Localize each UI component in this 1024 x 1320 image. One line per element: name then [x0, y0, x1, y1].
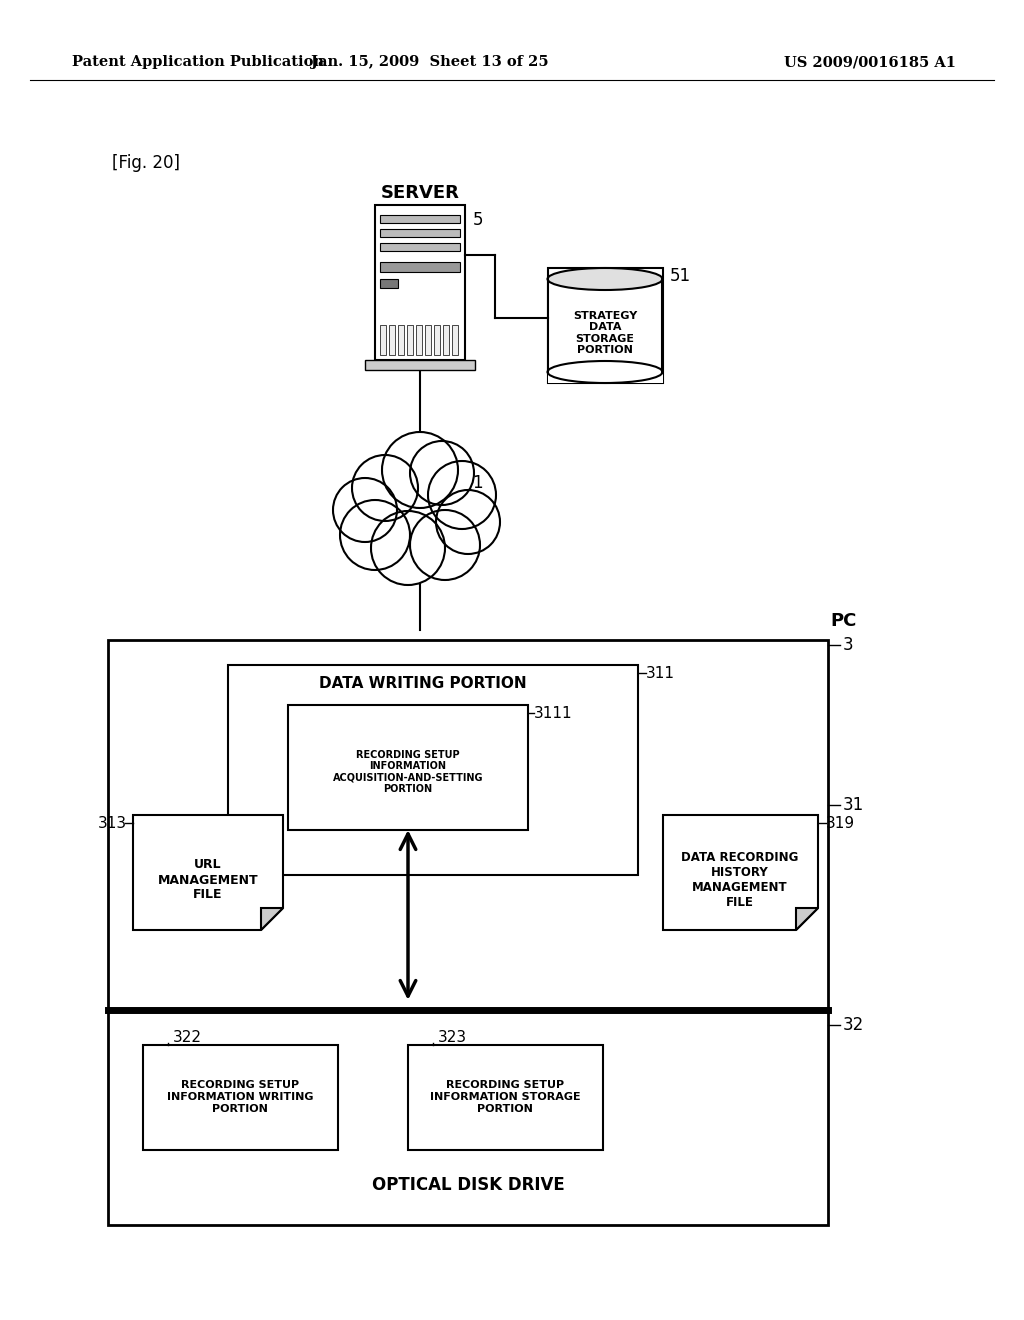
Text: [Fig. 20]: [Fig. 20] — [112, 154, 180, 172]
Polygon shape — [261, 908, 283, 931]
Text: 319: 319 — [826, 816, 855, 830]
Text: 322: 322 — [173, 1030, 202, 1044]
Circle shape — [340, 500, 410, 570]
Circle shape — [410, 510, 480, 579]
Text: RECORDING SETUP
INFORMATION
ACQUISITION-AND-SETTING
PORTION: RECORDING SETUP INFORMATION ACQUISITION-… — [333, 750, 483, 795]
Text: US 2009/0016185 A1: US 2009/0016185 A1 — [784, 55, 956, 69]
Text: SERVER: SERVER — [381, 183, 460, 202]
Circle shape — [333, 478, 397, 543]
Bar — [452, 325, 458, 355]
Bar — [380, 243, 460, 251]
Bar — [389, 325, 395, 355]
Text: 5: 5 — [473, 211, 483, 228]
Circle shape — [428, 461, 496, 529]
Text: 323: 323 — [438, 1030, 467, 1044]
Polygon shape — [663, 814, 818, 931]
Text: RECORDING SETUP
INFORMATION STORAGE
PORTION: RECORDING SETUP INFORMATION STORAGE PORT… — [430, 1080, 581, 1114]
Bar — [375, 205, 465, 360]
Text: STRATEGY
DATA
STORAGE
PORTION: STRATEGY DATA STORAGE PORTION — [572, 310, 637, 355]
Bar — [398, 325, 404, 355]
Circle shape — [371, 511, 445, 585]
Circle shape — [436, 490, 500, 554]
Text: 31: 31 — [843, 796, 864, 814]
Bar — [108, 640, 828, 1225]
Bar — [416, 325, 422, 355]
Bar — [143, 1045, 338, 1150]
Bar — [380, 228, 460, 238]
Bar — [380, 325, 386, 355]
Bar — [408, 1045, 603, 1150]
Text: DATA RECORDING
HISTORY
MANAGEMENT
FILE: DATA RECORDING HISTORY MANAGEMENT FILE — [681, 851, 799, 909]
Text: 311: 311 — [646, 665, 675, 681]
Bar — [380, 279, 398, 288]
Text: 3: 3 — [843, 636, 854, 653]
Text: 32: 32 — [843, 1016, 864, 1034]
Bar — [548, 268, 663, 383]
Text: PC: PC — [830, 612, 856, 630]
Ellipse shape — [548, 360, 663, 383]
Polygon shape — [796, 908, 818, 931]
Text: Patent Application Publication: Patent Application Publication — [72, 55, 324, 69]
Text: DATA WRITING PORTION: DATA WRITING PORTION — [319, 676, 526, 690]
Bar — [434, 325, 440, 355]
Ellipse shape — [548, 268, 663, 290]
Polygon shape — [133, 814, 283, 931]
Bar — [443, 325, 449, 355]
Bar — [228, 665, 638, 875]
Circle shape — [352, 455, 418, 521]
Text: 51: 51 — [670, 267, 691, 285]
Text: 1: 1 — [472, 474, 482, 492]
Text: OPTICAL DISK DRIVE: OPTICAL DISK DRIVE — [372, 1176, 564, 1195]
Text: 3111: 3111 — [534, 705, 572, 721]
Text: 313: 313 — [98, 816, 127, 830]
Bar — [548, 279, 663, 383]
Bar — [425, 325, 431, 355]
Bar — [380, 215, 460, 223]
Circle shape — [382, 432, 458, 508]
Bar — [365, 360, 475, 370]
Bar — [407, 325, 413, 355]
Bar — [288, 705, 528, 830]
Text: RECORDING SETUP
INFORMATION WRITING
PORTION: RECORDING SETUP INFORMATION WRITING PORT… — [167, 1080, 313, 1114]
Text: Jan. 15, 2009  Sheet 13 of 25: Jan. 15, 2009 Sheet 13 of 25 — [311, 55, 549, 69]
Bar — [380, 261, 460, 272]
Text: URL
MANAGEMENT
FILE: URL MANAGEMENT FILE — [158, 858, 258, 902]
Circle shape — [410, 441, 474, 506]
